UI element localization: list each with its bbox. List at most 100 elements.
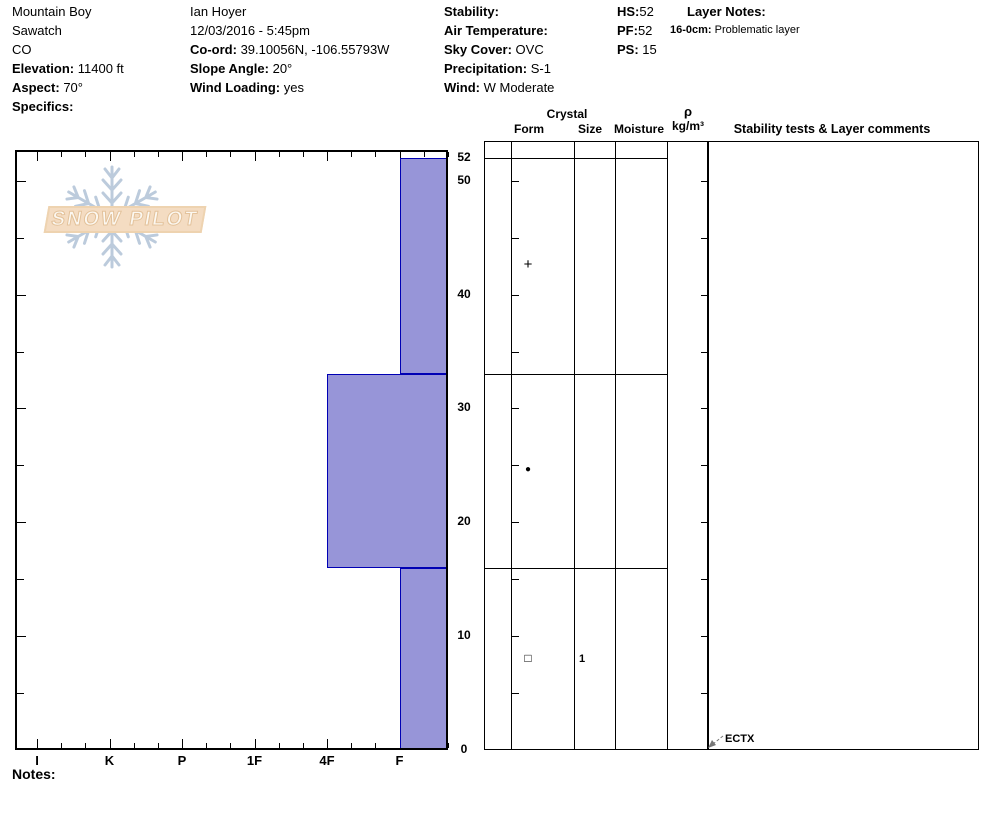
- table-depth-tick: [701, 579, 708, 581]
- logo-text: SNOW PILOT: [49, 208, 201, 231]
- table-depth-tick: [512, 522, 519, 524]
- site-range: Sawatch: [12, 23, 62, 38]
- sky-cover-value: OVC: [515, 42, 544, 57]
- axis-tick: [17, 294, 26, 296]
- axis-tick: [17, 408, 26, 410]
- axis-tick: [447, 152, 449, 157]
- axis-tick: [61, 152, 63, 157]
- y-axis-label: 40: [457, 286, 471, 301]
- layer-notes-title: Layer Notes:: [687, 4, 766, 19]
- ps-label: PS:: [617, 42, 639, 57]
- observation-datetime: 12/03/2016 - 5:45pm: [190, 23, 310, 38]
- notes-label: Notes:: [12, 766, 56, 782]
- sky-cover-label: Sky Cover:: [444, 42, 512, 57]
- axis-tick: [206, 743, 208, 748]
- elevation-value: 11400 ft: [77, 61, 124, 76]
- table-column-line-size: [574, 141, 575, 750]
- axis-tick: [61, 743, 63, 748]
- air-temperature-label: Air Temperature:: [444, 23, 548, 38]
- table-depth-tick: [512, 579, 519, 581]
- axis-tick: [206, 152, 208, 157]
- site-aspect: Aspect: 70°: [12, 80, 83, 95]
- grain-form-symbol: □: [524, 650, 532, 665]
- axis-tick: [302, 743, 304, 748]
- axis-tick: [17, 180, 26, 182]
- x-axis-label: K: [104, 753, 115, 768]
- stability-label: Stability:: [444, 4, 499, 19]
- layer-note-range: 16-0cm:: [670, 24, 712, 36]
- table-depth-tick: [512, 294, 519, 296]
- site-elevation: Elevation: 11400 ft: [12, 61, 124, 76]
- layer-boundary-line: [484, 158, 667, 159]
- axis-tick: [37, 739, 38, 748]
- wind-loading-value: yes: [283, 80, 304, 95]
- slope-angle-label: Slope Angle:: [190, 61, 269, 76]
- elevation-label: Elevation:: [12, 61, 75, 76]
- x-axis-label: P: [177, 753, 187, 768]
- axis-tick: [278, 152, 280, 157]
- hardness-bar: [399, 158, 448, 375]
- wind-loading-label: Wind Loading:: [190, 80, 281, 95]
- stability-test-label: ECTX: [725, 733, 755, 745]
- axis-tick: [133, 743, 135, 748]
- table-depth-tick: [701, 408, 708, 410]
- axis-tick: [327, 739, 328, 748]
- axis-tick: [17, 693, 24, 695]
- site-name: Mountain Boy: [12, 4, 92, 19]
- axis-tick: [351, 152, 353, 157]
- precipitation-label: Precipitation:: [444, 61, 528, 76]
- y-axis-label: 20: [457, 514, 471, 529]
- axis-tick: [17, 579, 24, 581]
- table-depth-tick: [512, 351, 519, 353]
- axis-tick: [423, 152, 425, 157]
- axis-tick: [157, 152, 159, 157]
- grain-form-symbol: ●: [524, 464, 532, 476]
- stability-comments-box: [708, 141, 979, 750]
- stability-field: Stability:: [444, 4, 499, 19]
- hs-field: HS:52: [617, 4, 654, 19]
- hs-label: HS:: [617, 4, 640, 19]
- axis-tick: [375, 743, 377, 748]
- slope-angle-value: 20°: [272, 61, 293, 76]
- axis-tick: [302, 152, 304, 157]
- table-depth-tick: [701, 522, 708, 524]
- coord-value: 39.10056N, -106.55793W: [240, 42, 390, 57]
- table-depth-tick: [512, 408, 519, 410]
- grain-size-value: 1: [578, 652, 586, 665]
- table-depth-tick: [701, 636, 708, 638]
- air-temperature-field: Air Temperature:: [444, 23, 548, 38]
- axis-tick: [230, 152, 232, 157]
- table-depth-tick: [701, 180, 708, 182]
- axis-tick: [17, 522, 26, 524]
- table-column-line-form: [511, 141, 512, 750]
- logo-banner: SNOW PILOT: [43, 206, 207, 233]
- site-state: CO: [12, 42, 32, 57]
- sky-cover-field: Sky Cover: OVC: [444, 42, 544, 57]
- pf-field: PF:52: [617, 23, 652, 38]
- axis-tick: [351, 743, 353, 748]
- specifics-label: Specifics:: [12, 99, 74, 114]
- pf-value: 52: [637, 23, 653, 38]
- axis-tick: [230, 743, 232, 748]
- axis-tick: [182, 739, 183, 748]
- density-units-header: kg/m³: [671, 119, 704, 133]
- axis-tick: [254, 739, 256, 748]
- density-symbol-header: ρ: [683, 104, 693, 119]
- aspect-label: Aspect:: [12, 80, 60, 95]
- table-depth-tick: [512, 465, 519, 467]
- x-axis-label: F: [395, 753, 404, 768]
- axis-tick: [182, 152, 183, 161]
- hardness-bar: [327, 374, 448, 568]
- x-axis-label: 4F: [319, 753, 335, 768]
- axis-tick: [17, 351, 24, 353]
- slope-angle: Slope Angle: 20°: [190, 61, 292, 76]
- table-depth-tick: [701, 351, 708, 353]
- axis-tick: [327, 152, 328, 161]
- axis-tick: [85, 152, 87, 157]
- axis-tick: [109, 152, 111, 161]
- hs-value: 52: [639, 4, 654, 19]
- axis-tick: [375, 152, 377, 157]
- coordinates: Co-ord: 39.10056N, -106.55793W: [190, 42, 389, 57]
- y-axis-label: 52: [457, 150, 471, 164]
